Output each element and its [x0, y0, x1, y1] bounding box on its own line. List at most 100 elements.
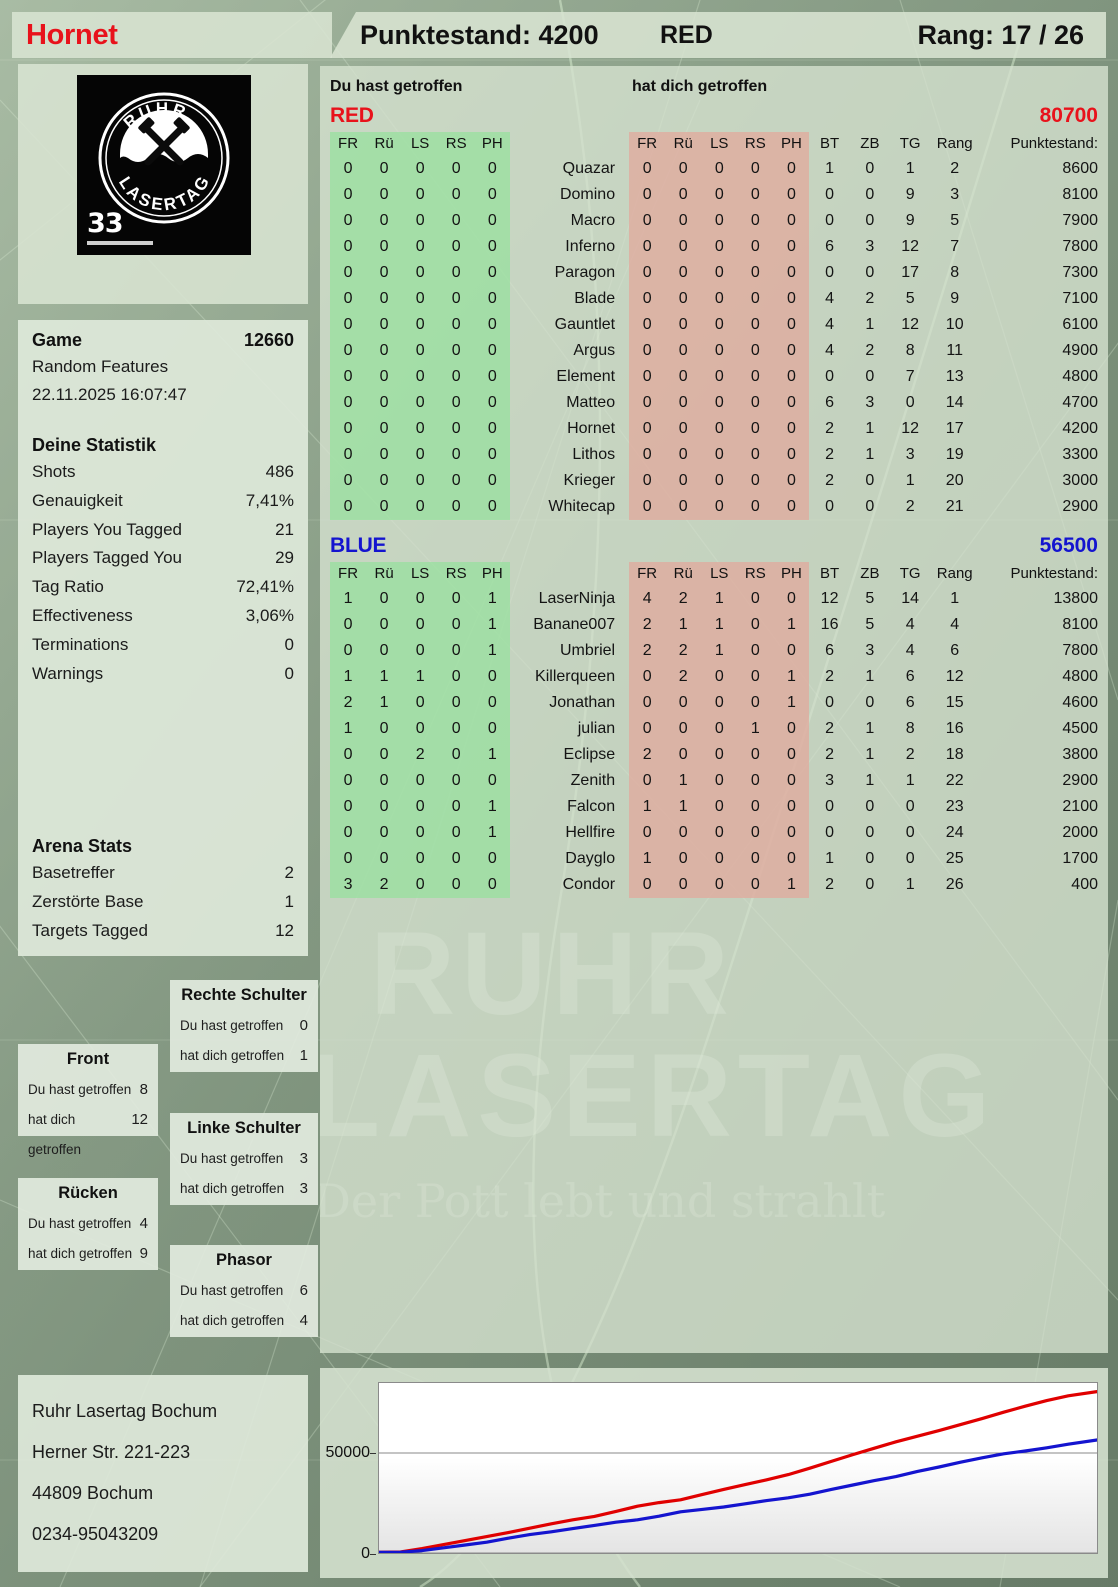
table-row[interactable]: 0 0 0 0 1 Banane007 2 1 1 0 1 16 5 4 4 8100	[330, 612, 1098, 638]
bodypart-ls-gothit-row: hat dich getroffen 3	[180, 1174, 308, 1204]
cell-them-0: 0	[629, 768, 666, 794]
team-total-red: 80700	[1039, 104, 1098, 127]
cell-score: 13800	[1053, 590, 1099, 607]
table-row[interactable]: 0 0 0 0 0 Argus 0 0 0 0 0 4 2 8 11 4900	[330, 338, 1098, 364]
table-row[interactable]: 0 0 0 0 1 Falcon 1 1 0 0 0 0 0 0 23 2100	[330, 794, 1098, 820]
scoreboard-panel: Du hast getroffen hat dich getroffen RED…	[320, 66, 1108, 1353]
table-row[interactable]: 0 0 0 0 0 Domino 0 0 0 0 0 0 0 9 3 8100	[330, 182, 1098, 208]
cell-player-name: Argus	[573, 342, 616, 359]
table-row[interactable]: 0 0 0 0 0 Blade 0 0 0 0 0 4 2 5 9 7100	[330, 286, 1098, 312]
cell-rang: 13	[945, 368, 964, 385]
cell-you-1: 0	[366, 612, 403, 638]
table-row[interactable]: 0 0 0 0 0 Lithos 0 0 0 0 0 2 1 3 19 3300	[330, 442, 1098, 468]
header-them-2: LS	[701, 132, 738, 156]
cell-you-1: 0	[366, 586, 403, 612]
cell-them-3: 0	[737, 468, 774, 494]
cell-score: 4800	[1062, 668, 1098, 685]
table-row[interactable]: 0 0 0 0 0 Element 0 0 0 0 0 0 0 7 13 4800	[330, 364, 1098, 390]
cell-them-2: 0	[701, 338, 738, 364]
table-row[interactable]: 0 0 0 0 0 Dayglo 1 0 0 0 0 1 0 0 25 1700	[330, 846, 1098, 872]
table-row[interactable]: 0 0 0 0 1 Umbriel 2 2 1 0 0 6 3 4 6 7800	[330, 638, 1098, 664]
arena-stat-value: 2	[284, 863, 294, 883]
cell-them-2: 0	[701, 442, 738, 468]
cell-rang: 25	[945, 850, 964, 867]
cell-you-0: 1	[330, 716, 367, 742]
cell-them-4: 1	[773, 872, 810, 898]
cell-them-2: 0	[701, 664, 738, 690]
bodypart-ls-hit: 3	[299, 1150, 308, 1167]
bodypart-phasor-hit: 6	[299, 1282, 308, 1299]
cell-you-4: 0	[474, 690, 511, 716]
cell-you-2: 0	[402, 768, 439, 794]
cell-you-4: 1	[474, 586, 511, 612]
cell-them-3: 0	[737, 768, 774, 794]
your-stat-value: 0	[284, 634, 294, 654]
cell-them-1: 0	[665, 208, 702, 234]
cell-player-name: Banane007	[533, 616, 616, 633]
cell-zb: 0	[865, 160, 875, 177]
cell-bt: 4	[825, 316, 835, 333]
table-row[interactable]: 1 0 0 0 0 julian 0 0 0 1 0 2 1 8 16 4500	[330, 716, 1098, 742]
cell-you-1: 0	[366, 638, 403, 664]
table-row[interactable]: 0 0 0 0 0 Whitecap 0 0 0 0 0 0 0 2 21 2900	[330, 494, 1098, 520]
stats-panel: Game 12660 Random Features 22.11.2025 16…	[18, 320, 308, 956]
cell-you-3: 0	[438, 664, 475, 690]
cell-them-4: 0	[773, 494, 810, 520]
bodypart-phasor-gothit-row: hat dich getroffen 4	[180, 1306, 308, 1336]
cell-player-name: Macro	[570, 212, 616, 229]
your-stat-label: Effectiveness	[32, 605, 133, 625]
table-row[interactable]: 0 0 0 0 0 Gauntlet 0 0 0 0 0 4 1 12 10 6100	[330, 312, 1098, 338]
cell-bt: 0	[825, 798, 835, 815]
bodypart-front: Front Du hast getroffen 8 hat dich getro…	[18, 1044, 158, 1157]
cell-them-4: 0	[773, 156, 810, 182]
cell-bt: 2	[825, 668, 835, 685]
cell-you-0: 0	[330, 768, 367, 794]
cell-rang: 24	[945, 824, 964, 841]
cell-score: 1700	[1062, 850, 1098, 867]
table-row[interactable]: 2 1 0 0 0 Jonathan 0 0 0 0 1 0 0 6 15 4600	[330, 690, 1098, 716]
game-label: Game	[32, 330, 83, 350]
table-row[interactable]: 0 0 0 0 0 Quazar 0 0 0 0 0 1 0 1 2 8600	[330, 156, 1098, 182]
table-row[interactable]: 0 0 0 0 0 Hornet 0 0 0 0 0 2 1 12 17 4200	[330, 416, 1098, 442]
cell-you-1: 0	[366, 286, 403, 312]
chart-series-red	[379, 1392, 1097, 1553]
cell-tg: 12	[901, 316, 920, 333]
table-row[interactable]: 1 1 1 0 0 Killerqueen 0 2 0 0 1 2 1 6 12 4800	[330, 664, 1098, 690]
table-row[interactable]: 0 0 0 0 0 Krieger 0 0 0 0 0 2 0 1 20 3000	[330, 468, 1098, 494]
cell-score: 8600	[1062, 160, 1098, 177]
table-row[interactable]: 3 2 0 0 0 Condor 0 0 0 0 1 2 0 1 26 400	[330, 872, 1098, 898]
cell-them-0: 0	[629, 390, 666, 416]
cell-you-3: 0	[438, 716, 475, 742]
table-row[interactable]: 0 0 0 0 0 Macro 0 0 0 0 0 0 0 9 5 7900	[330, 208, 1098, 234]
table-row[interactable]: 0 0 0 0 0 Inferno 0 0 0 0 0 6 3 12 7 7800	[330, 234, 1098, 260]
cell-you-3: 0	[438, 286, 475, 312]
cell-you-1: 0	[366, 364, 403, 390]
table-row[interactable]: 0 0 0 0 0 Matteo 0 0 0 0 0 6 3 0 14 4700	[330, 390, 1098, 416]
cell-you-1: 0	[366, 416, 403, 442]
cell-score: 400	[1071, 876, 1098, 893]
cell-player-name: Element	[556, 368, 616, 385]
cell-zb: 1	[865, 668, 875, 685]
cell-you-0: 0	[330, 638, 367, 664]
cell-you-2: 0	[402, 468, 439, 494]
table-row[interactable]: 0 0 2 0 1 Eclipse 2 0 0 0 0 2 1 2 18 3800	[330, 742, 1098, 768]
your-stats-header: Deine Statistik	[32, 435, 294, 456]
cell-score: 4600	[1062, 694, 1098, 711]
cell-zb: 0	[865, 186, 875, 203]
cell-them-1: 0	[665, 156, 702, 182]
cell-you-2: 0	[402, 820, 439, 846]
cell-you-0: 0	[330, 338, 367, 364]
logo-pack-number: 33	[87, 208, 153, 245]
table-row[interactable]: 0 0 0 0 0 Paragon 0 0 0 0 0 0 0 17 8 7300	[330, 260, 1098, 286]
cell-you-0: 0	[330, 182, 367, 208]
ruhr-lasertag-logo: RUHR LASERTAG 33	[77, 75, 251, 255]
cell-tg: 4	[905, 616, 915, 633]
table-row[interactable]: 0 0 0 0 1 Hellfire 0 0 0 0 0 0 0 0 24 2000	[330, 820, 1098, 846]
table-row[interactable]: 1 0 0 0 1 LaserNinja 4 2 1 0 0 12 5 14 1 13800	[330, 586, 1098, 612]
bodypart-phasor-title: Phasor	[216, 1251, 272, 1269]
cell-bt: 0	[825, 694, 835, 711]
cell-bt: 1	[825, 850, 835, 867]
team-name-blue: BLUE	[330, 534, 387, 557]
table-row[interactable]: 0 0 0 0 0 Zenith 0 1 0 0 0 3 1 1 22 2900	[330, 768, 1098, 794]
cell-them-4: 0	[773, 586, 810, 612]
